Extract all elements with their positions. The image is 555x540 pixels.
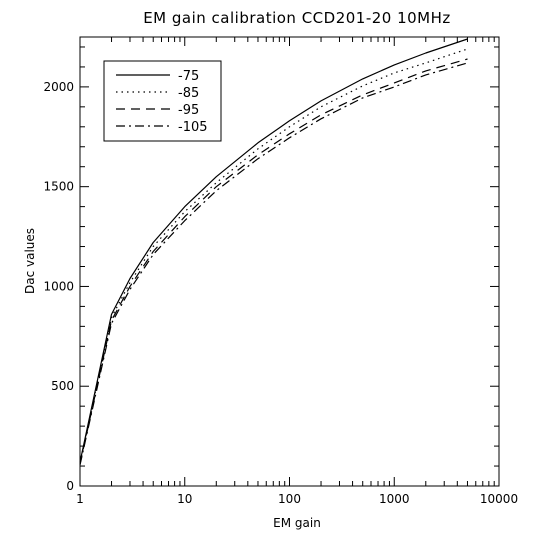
series-lines xyxy=(79,38,468,466)
x-tick-label: 1000 xyxy=(379,492,410,506)
y-tick-label: 500 xyxy=(51,379,74,393)
series-line-0 xyxy=(79,38,468,463)
y-tick-label: 1500 xyxy=(43,180,74,194)
series-line-1 xyxy=(79,48,468,464)
legend: -75 -85 -95 -105 xyxy=(103,60,222,142)
series-line-2 xyxy=(79,58,468,465)
x-tick-label: 1 xyxy=(76,492,84,506)
y-tick-label: 1000 xyxy=(43,279,74,293)
legend-label-3: -105 xyxy=(178,120,208,135)
legend-label-1: -85 xyxy=(178,86,199,101)
series-line-3 xyxy=(79,62,468,466)
legend-label-2: -95 xyxy=(178,103,199,118)
chart-title: EM gain calibration CCD201-20 10MHz xyxy=(143,9,451,27)
y-axis-label: Dac values xyxy=(23,228,37,294)
legend-label-0: -75 xyxy=(178,69,199,84)
axis-ticks: 1 10 100 1000 10000 0 500 1000 1500 2000 xyxy=(43,37,518,506)
y-tick-label: 2000 xyxy=(43,80,74,94)
legend-box xyxy=(103,60,222,142)
x-axis-label: EM gain xyxy=(273,516,321,530)
y-tick-label: 0 xyxy=(66,479,74,493)
x-tick-label: 10 xyxy=(177,492,192,506)
x-tick-label: 100 xyxy=(278,492,301,506)
x-tick-label: 10000 xyxy=(480,492,518,506)
